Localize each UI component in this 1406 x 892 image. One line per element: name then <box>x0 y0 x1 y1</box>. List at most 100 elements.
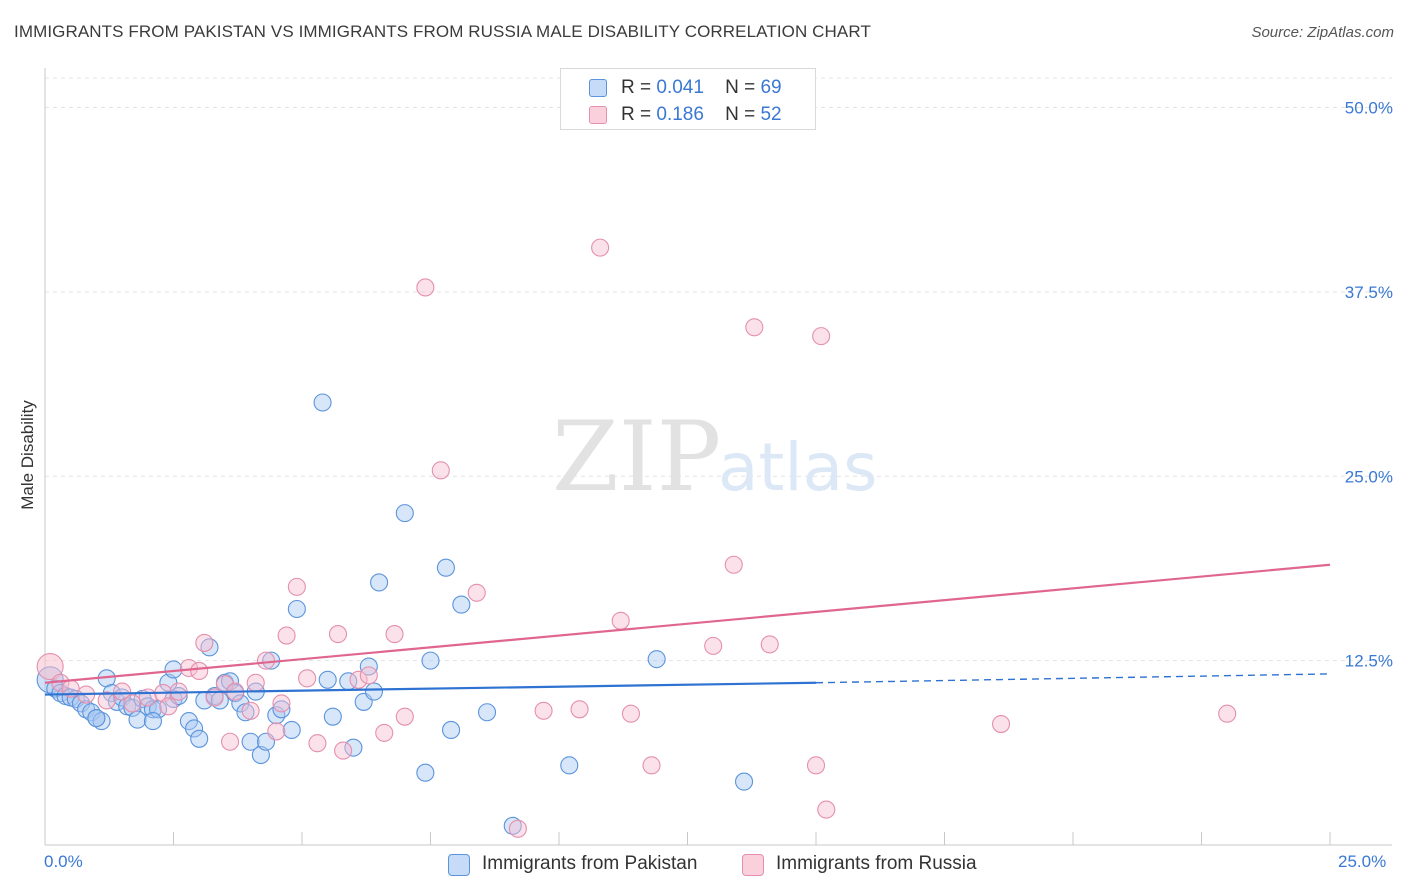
pakistan-point <box>370 573 389 592</box>
russia-point <box>97 691 116 710</box>
y-tick-label: 25.0% <box>1345 467 1393 486</box>
legend-r-value: 0.041 <box>656 77 704 98</box>
pakistan-point <box>344 738 363 757</box>
russia-point <box>745 318 764 337</box>
axes <box>44 68 1392 846</box>
pakistan-point <box>128 710 147 729</box>
russia-point <box>241 701 260 720</box>
pakistan-point <box>477 703 497 722</box>
grid-lines <box>45 77 1392 662</box>
bottom-legend-label-pakistan: Immigrants from Pakistan <box>482 853 698 874</box>
watermark-zip: ZIP <box>552 401 721 513</box>
pakistan-point <box>143 712 162 731</box>
legend-r-label: R = <box>621 104 652 125</box>
russia-point <box>287 577 306 596</box>
russia-point <box>508 819 527 838</box>
source-label: Source: ZipAtlas.com <box>1251 24 1394 41</box>
russia-point <box>308 734 327 753</box>
russia-point <box>991 714 1011 734</box>
russia-point <box>123 694 142 713</box>
pakistan-point <box>149 700 168 719</box>
y-tick-label: 37.5% <box>1345 283 1393 302</box>
legend-n-label: N = <box>725 104 756 125</box>
watermark-atlas: atlas <box>718 429 878 506</box>
legend-r-label: R = <box>621 77 652 98</box>
pakistan-point <box>92 712 111 731</box>
russia-point <box>277 626 296 645</box>
russia-point <box>591 238 610 257</box>
russia-point <box>267 722 286 741</box>
bottom-legend-label-russia: Immigrants from Russia <box>776 853 977 874</box>
pakistan-point <box>560 756 579 775</box>
pakistan-point <box>51 684 70 703</box>
y-tick-label: 12.5% <box>1345 652 1393 671</box>
russia-point <box>298 669 317 688</box>
russia-point <box>349 670 368 689</box>
pakistan-point <box>647 650 666 669</box>
russia-point <box>359 666 378 685</box>
series-pakistan-points <box>36 393 754 835</box>
russia-point <box>611 611 630 630</box>
pakistan-point <box>416 763 435 782</box>
russia-point <box>467 583 486 602</box>
russia-point <box>190 661 209 681</box>
bottom-legend-swatch-pakistan <box>448 854 470 876</box>
chart-title: IMMIGRANTS FROM PAKISTAN VS IMMIGRANTS F… <box>14 22 871 41</box>
pakistan-point <box>185 719 204 738</box>
russia-point <box>416 278 435 297</box>
russia-point <box>334 741 353 760</box>
russia-point <box>375 723 394 742</box>
pakistan-point <box>282 720 301 740</box>
russia-point <box>724 555 743 574</box>
russia-point <box>385 625 404 644</box>
trend-line-pakistan <box>44 681 817 696</box>
russia-point <box>704 636 723 655</box>
pakistan-point <box>442 720 461 740</box>
pakistan-point <box>503 816 522 835</box>
pakistan-point <box>220 672 240 691</box>
series-russia-points <box>36 238 1237 838</box>
x-tick-label-max: 25.0% <box>1338 852 1387 871</box>
russia-point <box>246 673 265 692</box>
russia-point <box>272 694 291 713</box>
pakistan-point <box>190 729 209 748</box>
russia-point <box>431 461 450 480</box>
russia-point <box>256 651 276 670</box>
x-tick-label-min: 0.0% <box>44 852 83 871</box>
correlation-legend: R = 0.041 N = 69 R = 0.186 N = 52 <box>560 68 816 130</box>
russia-point <box>36 652 64 681</box>
pakistan-point <box>251 745 270 765</box>
russia-point <box>113 682 132 701</box>
russia-point <box>159 697 178 716</box>
russia-point <box>195 633 214 652</box>
russia-point <box>642 756 661 775</box>
russia-point <box>220 732 240 751</box>
russia-point <box>812 327 831 346</box>
pakistan-point <box>313 393 332 412</box>
pakistan-point <box>421 651 440 670</box>
pakistan-point <box>231 694 250 713</box>
russia-point <box>395 707 414 726</box>
legend-swatch-pakistan <box>589 79 607 97</box>
pakistan-point <box>267 706 286 725</box>
legend-swatch-russia <box>589 106 607 124</box>
russia-point <box>806 756 826 775</box>
trend-lines <box>44 563 1331 696</box>
russia-point <box>205 688 224 707</box>
pakistan-point <box>318 670 337 689</box>
pakistan-point <box>364 682 384 701</box>
russia-point <box>621 704 641 723</box>
russia-point <box>328 625 348 644</box>
russia-point <box>1218 704 1237 723</box>
trend-line-russia <box>44 563 1331 684</box>
pakistan-point <box>323 707 342 726</box>
legend-n-value: 52 <box>760 104 782 125</box>
pakistan-point <box>87 709 106 728</box>
pakistan-point <box>436 558 455 577</box>
legend-n-value: 69 <box>760 77 782 98</box>
pakistan-point <box>241 732 260 751</box>
legend-n-label: N = <box>725 77 756 98</box>
pakistan-point <box>395 504 414 523</box>
pakistan-point <box>452 595 471 614</box>
